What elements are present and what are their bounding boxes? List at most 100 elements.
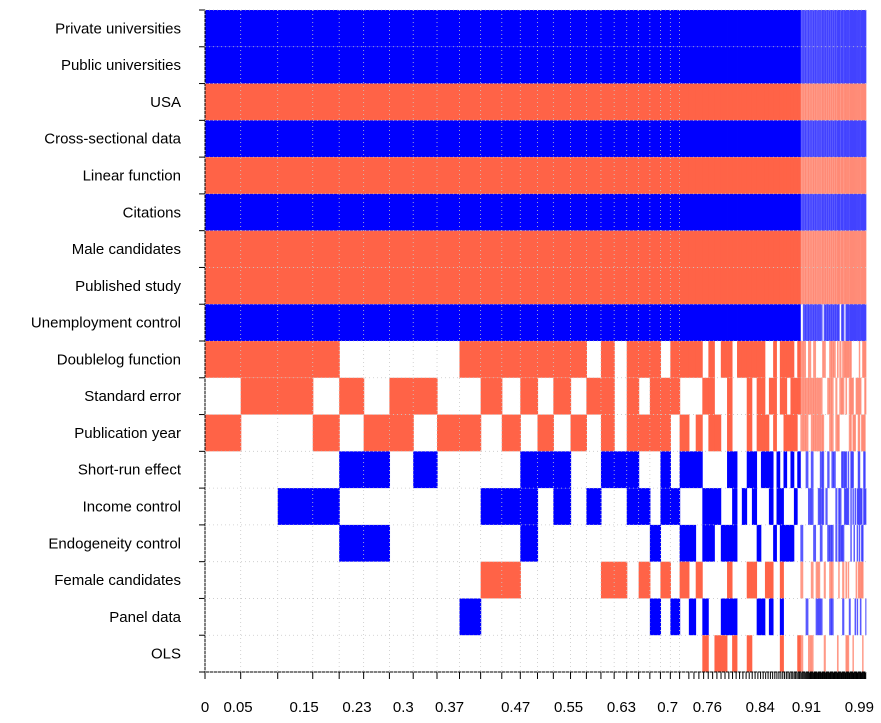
cell	[835, 46, 838, 84]
cell	[783, 83, 788, 121]
cell	[779, 46, 784, 84]
cell	[520, 83, 539, 121]
cell	[205, 10, 242, 47]
cell	[862, 414, 864, 452]
cell	[737, 10, 743, 47]
cell	[833, 341, 836, 378]
cell	[626, 267, 640, 305]
cell	[838, 193, 840, 231]
cell	[312, 414, 340, 452]
cell	[829, 10, 832, 47]
cell	[793, 414, 798, 452]
cell	[570, 267, 587, 305]
cell	[841, 377, 843, 415]
cell	[205, 46, 242, 84]
cell	[413, 230, 438, 268]
cell	[727, 10, 733, 47]
cell	[776, 488, 781, 525]
cell	[831, 304, 834, 341]
cell	[756, 46, 762, 84]
cell	[746, 561, 753, 599]
cell	[363, 10, 391, 47]
cell	[779, 598, 784, 636]
cell	[817, 304, 821, 341]
cell	[847, 561, 850, 599]
cell	[843, 10, 846, 47]
cell	[838, 561, 840, 599]
cell	[537, 120, 554, 158]
cell	[695, 120, 703, 158]
cell	[756, 83, 762, 121]
cell	[413, 120, 438, 158]
cell	[822, 193, 825, 231]
cell	[413, 267, 438, 305]
cell	[842, 46, 845, 84]
cell	[833, 304, 836, 341]
cell	[670, 46, 681, 84]
cell	[858, 377, 861, 415]
cell	[480, 10, 503, 47]
cell	[277, 120, 314, 158]
cell	[240, 193, 279, 231]
cell	[570, 230, 587, 268]
cell	[537, 10, 554, 47]
cell	[856, 267, 859, 305]
cell	[520, 304, 539, 341]
cell	[846, 267, 849, 305]
cell	[614, 267, 628, 305]
cell	[845, 83, 848, 121]
cell	[859, 83, 862, 121]
cell	[783, 451, 788, 489]
cell	[802, 10, 807, 47]
cell	[847, 157, 850, 194]
cell	[858, 157, 861, 194]
cell	[586, 120, 602, 158]
cell	[626, 120, 640, 158]
cell	[205, 83, 242, 121]
cell	[764, 561, 770, 599]
cell	[553, 304, 572, 341]
cell	[649, 414, 662, 452]
cell	[737, 83, 743, 121]
cell	[819, 120, 823, 158]
cell	[864, 304, 866, 341]
cell	[836, 267, 839, 305]
cell	[823, 635, 826, 672]
cell	[833, 46, 836, 84]
cell	[802, 230, 807, 268]
cell	[702, 157, 709, 194]
cell	[720, 120, 728, 158]
cell	[413, 451, 438, 489]
cell	[363, 267, 391, 305]
cell	[649, 157, 662, 194]
cell	[768, 561, 774, 599]
cell	[339, 377, 365, 415]
cell	[865, 598, 867, 636]
cell	[838, 414, 840, 452]
cell	[790, 524, 795, 562]
row-label: Public universities	[61, 57, 181, 74]
cell	[768, 451, 774, 489]
cell	[846, 46, 849, 84]
cell	[679, 451, 690, 489]
cell	[520, 524, 539, 562]
cell	[808, 46, 812, 84]
cell	[835, 10, 838, 47]
cell	[850, 451, 852, 489]
cell	[862, 83, 864, 121]
cell	[727, 377, 733, 415]
cell	[570, 341, 587, 378]
cell	[851, 46, 853, 84]
cell	[339, 120, 365, 158]
cell	[813, 10, 817, 47]
cell	[779, 120, 784, 158]
cell	[831, 341, 834, 378]
cell	[861, 524, 863, 562]
cell	[695, 46, 703, 84]
cell	[851, 120, 853, 158]
cell	[823, 120, 826, 158]
cell	[819, 524, 823, 562]
cell	[800, 120, 804, 158]
cell	[586, 230, 602, 268]
